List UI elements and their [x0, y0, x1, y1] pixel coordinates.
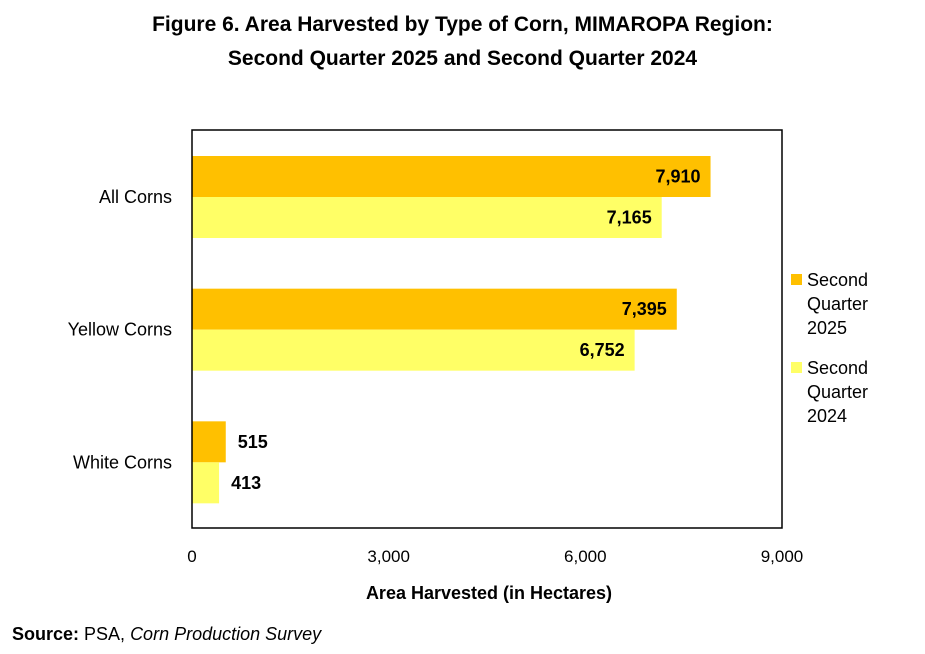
category-label: All Corns	[99, 187, 172, 207]
data-label: 413	[231, 473, 261, 493]
legend-label: 2024	[807, 406, 847, 426]
chart-title-line-1: Figure 6. Area Harvested by Type of Corn…	[152, 13, 773, 36]
x-tick-label: 6,000	[564, 547, 607, 566]
chart-title-line-2: Second Quarter 2025 and Second Quarter 2…	[227, 47, 698, 70]
data-label: 7,395	[622, 299, 667, 319]
x-axis-label: Area Harvested (in Hectares)	[366, 583, 612, 603]
data-label: 7,165	[607, 208, 652, 228]
category-label: Yellow Corns	[68, 320, 172, 340]
x-tick-label: 3,000	[367, 547, 410, 566]
data-label: 7,910	[655, 167, 700, 187]
legend-label: Quarter	[807, 382, 868, 402]
data-label: 6,752	[580, 340, 625, 360]
x-tick-label: 9,000	[761, 547, 804, 566]
legend-label: Quarter	[807, 294, 868, 314]
legend-label: Second	[807, 270, 868, 290]
bar-yellow-corns-series-0	[192, 288, 677, 330]
bar-yellow-corns-series-1	[192, 329, 635, 371]
source-label: Source:	[12, 624, 80, 644]
source-org: PSA,	[79, 624, 131, 644]
legend-swatch-0	[791, 274, 802, 285]
bar-white-corns-series-0	[192, 421, 226, 463]
x-tick-label: 0	[187, 547, 196, 566]
legend-label: Second	[807, 358, 868, 378]
category-label: White Corns	[73, 452, 172, 472]
bar-white-corns-series-1	[192, 462, 220, 504]
plot-frame	[191, 129, 783, 529]
legend-label: 2025	[807, 318, 847, 338]
legend-swatch-1	[791, 362, 802, 373]
source-note: Source: PSA, Corn Production Survey	[12, 624, 321, 645]
bar-all-corns-series-0	[192, 156, 711, 197]
data-label: 515	[238, 432, 268, 452]
bar-all-corns-series-1	[192, 197, 662, 238]
source-survey: Corn Production Survey	[130, 624, 322, 644]
